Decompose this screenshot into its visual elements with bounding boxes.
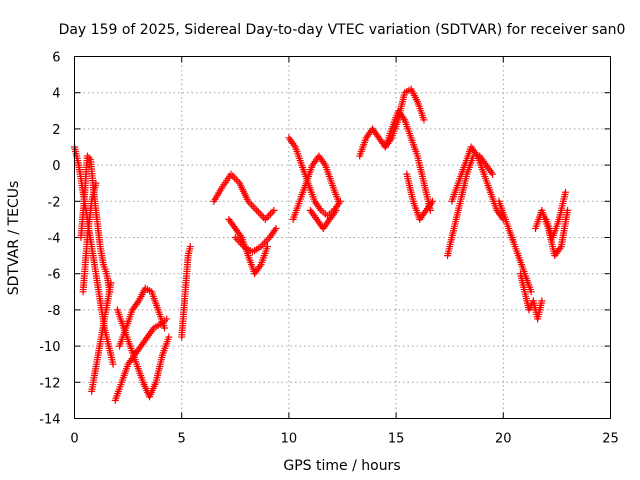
series-arc-3 — [178, 243, 194, 341]
series-arc-7b — [448, 143, 507, 223]
data-point-interp — [262, 237, 270, 245]
y-tick-label: -12 — [39, 376, 60, 391]
data-point — [527, 288, 535, 296]
x-tick-labels: 0 5 10 15 20 25 — [70, 432, 618, 447]
data-point-interp — [266, 210, 274, 218]
y-tick-label: -8 — [48, 304, 61, 319]
y-tick-label: 4 — [52, 87, 60, 102]
data-point — [561, 188, 569, 196]
data-point-interp — [268, 208, 276, 216]
series-arc-1b — [77, 152, 114, 296]
data-point — [272, 224, 280, 232]
y-tick-label: 6 — [52, 51, 60, 66]
series-arc-6b — [381, 107, 434, 214]
data-point-interp — [258, 212, 266, 220]
y-tick-label: -14 — [39, 413, 60, 428]
data-points — [71, 85, 572, 404]
data-point-interp — [230, 174, 238, 182]
data-point-interp — [254, 208, 262, 216]
y-axis-label: SDTVAR / TECUs — [6, 181, 22, 296]
data-point — [161, 324, 169, 332]
series-arc-8c — [542, 188, 569, 241]
series-arc-1d — [88, 279, 115, 395]
data-point — [263, 243, 271, 251]
y-tick-label: -10 — [39, 340, 60, 355]
grid-lines — [74, 56, 611, 419]
data-point — [261, 215, 269, 223]
data-point — [107, 279, 115, 287]
data-point — [92, 179, 100, 187]
series-arc-8a — [516, 270, 546, 323]
series-arc-4c — [231, 224, 280, 256]
y-tick-label: -2 — [48, 195, 61, 210]
x-tick-label: 0 — [70, 432, 78, 447]
series-arc-5a — [285, 134, 344, 220]
data-point-interp — [259, 241, 267, 249]
x-tick-label: 20 — [495, 432, 512, 447]
data-point — [538, 297, 546, 305]
data-point — [165, 333, 173, 341]
series-arc-7a — [444, 152, 497, 260]
series-arc-7c — [495, 197, 535, 296]
data-point — [186, 243, 194, 251]
data-point — [420, 116, 428, 124]
x-tick-label: 25 — [602, 432, 619, 447]
data-point — [109, 360, 117, 368]
data-point-interp — [263, 214, 271, 222]
data-point-interp — [248, 201, 256, 209]
data-point-interp — [249, 203, 257, 211]
series-arc-2b — [113, 306, 173, 401]
x-axis-label: GPS time / hours — [283, 458, 400, 474]
data-point — [489, 170, 497, 178]
x-tick-label: 5 — [178, 432, 186, 447]
series-arc-1a — [71, 143, 117, 368]
y-tick-label: -4 — [48, 232, 61, 247]
series-arc-4a — [210, 170, 278, 223]
series-arc-2c — [116, 284, 169, 350]
data-point-interp — [265, 212, 273, 220]
data-point-interp — [251, 205, 259, 213]
data-point — [332, 206, 340, 214]
data-point — [270, 206, 278, 214]
series-arc-5b — [289, 152, 342, 223]
y-tick-labels: -14 -12 -10 -8 -6 -4 -2 0 2 4 6 — [39, 51, 60, 428]
data-point — [253, 206, 261, 214]
y-tick-label: 2 — [52, 123, 60, 138]
data-point-interp — [256, 210, 264, 218]
plot-frame — [74, 56, 611, 419]
x-tick-label: 10 — [281, 432, 298, 447]
series-arc-8b — [531, 206, 572, 260]
y-tick-label: 0 — [52, 159, 60, 174]
x-tick-label: 15 — [388, 432, 405, 447]
series-arc-5c — [306, 206, 340, 232]
data-point-interp — [232, 176, 240, 184]
series-arc-1c — [79, 179, 100, 296]
data-point — [564, 206, 572, 214]
y-tick-label: -6 — [48, 268, 61, 283]
data-point — [429, 197, 437, 205]
chart-title: Day 159 of 2025, Sidereal Day-to-day VTE… — [59, 22, 626, 38]
series-arc-6c — [403, 170, 437, 223]
data-point — [334, 197, 342, 205]
